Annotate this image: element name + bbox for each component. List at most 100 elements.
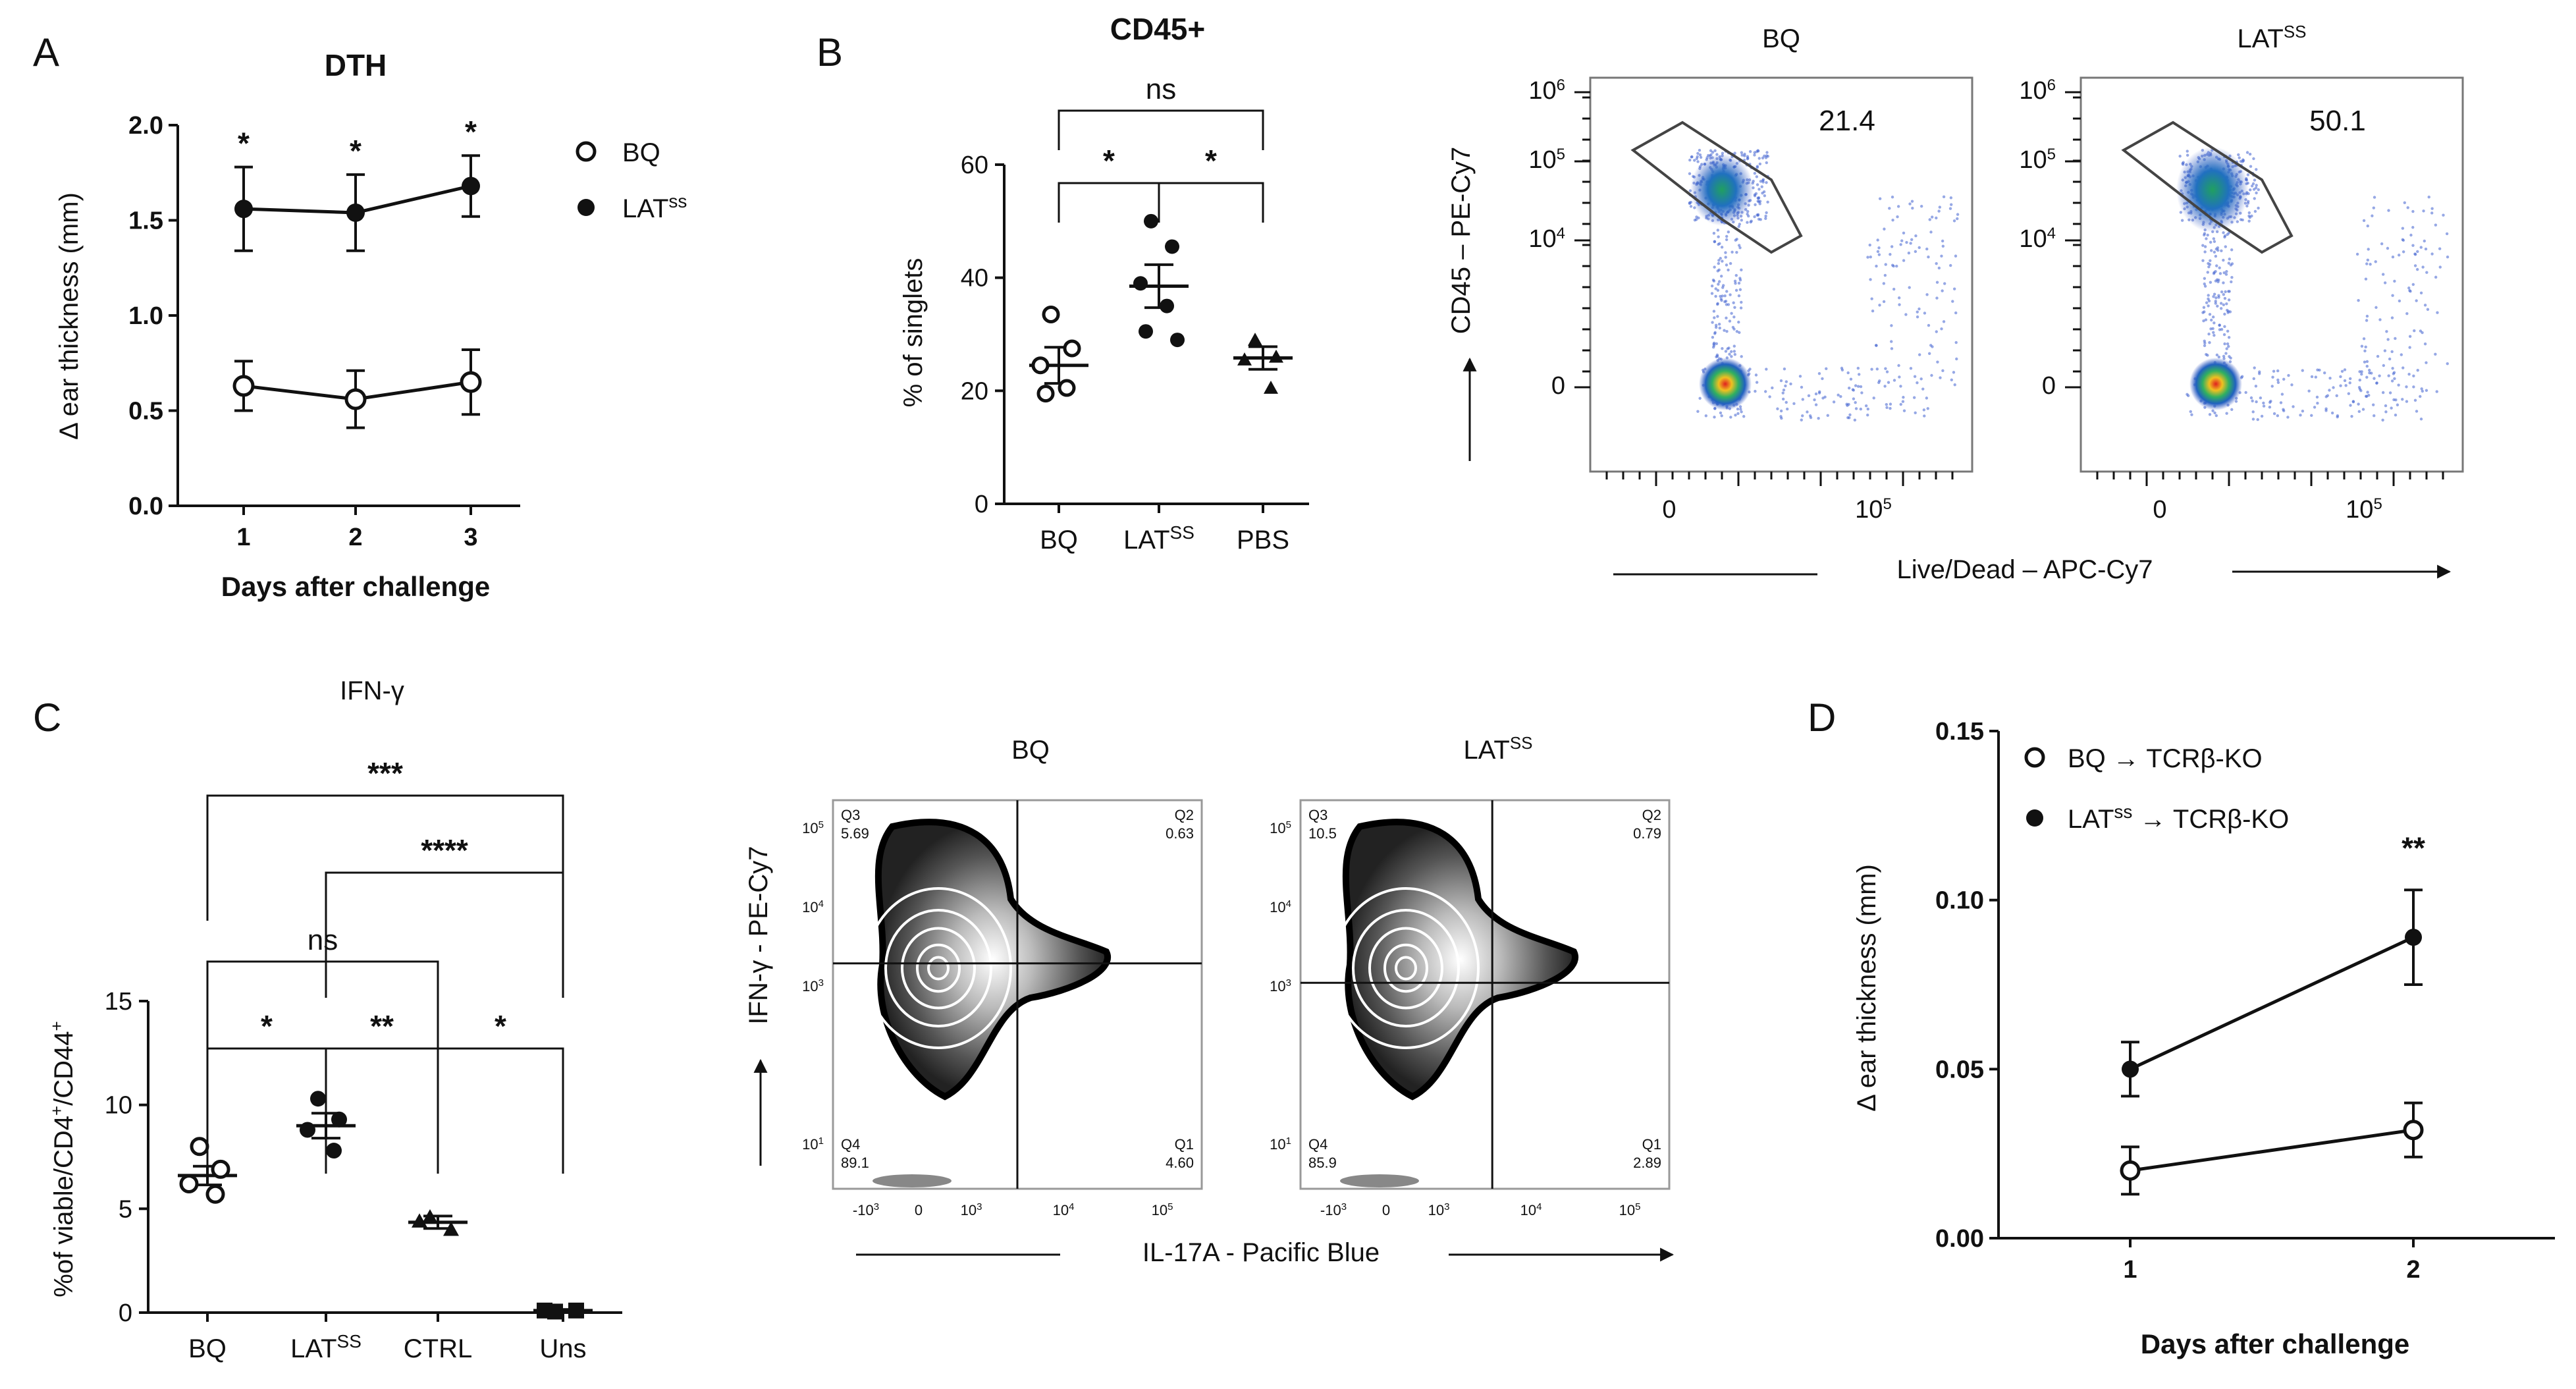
flow-y-tick-label: 0 <box>2042 372 2056 400</box>
flow-event <box>1732 315 1736 319</box>
data-point <box>1248 333 1262 346</box>
flow-event <box>2205 237 2208 240</box>
flow-event <box>2208 340 2211 344</box>
flow-event <box>1721 286 1725 289</box>
flow-y-tick-label: 0 <box>1551 372 1565 400</box>
flow-event <box>2412 374 2415 378</box>
text-part: 10 <box>802 899 818 915</box>
text-part: 5 <box>818 819 824 831</box>
flow-event <box>1764 214 1767 218</box>
flow-event <box>2419 246 2423 249</box>
flow-event <box>1753 215 1756 219</box>
text-part: 5 <box>1167 1201 1173 1212</box>
flow-event <box>2383 349 2387 352</box>
panel-d-x-label: Days after challenge <box>2141 1328 2410 1359</box>
flow-event <box>1942 195 1946 199</box>
flow-event <box>1712 342 1715 346</box>
flow-contour-ring <box>1383 943 1428 993</box>
flow-event <box>1717 259 1721 262</box>
flow-event <box>2427 196 2430 199</box>
flow-event <box>1733 352 1737 356</box>
x-tick-label: 1 <box>2123 1256 2137 1284</box>
flow-event <box>1909 367 1913 370</box>
data-point <box>234 200 253 219</box>
flow-event <box>2262 404 2266 408</box>
flow-event <box>1768 395 1771 398</box>
flow-event <box>1729 261 1732 265</box>
flow-event <box>1896 205 1900 208</box>
flow-event <box>1713 416 1716 419</box>
text-part: 10 <box>1152 1202 1167 1218</box>
flow-event <box>2205 301 2209 304</box>
flow-event <box>2227 261 2230 265</box>
flow-event <box>2362 219 2366 223</box>
flow-cluster-low <box>1699 358 1752 410</box>
x-tick-label: BQ <box>188 1334 227 1363</box>
flow-event <box>2388 357 2392 361</box>
text-part: BQ <box>1762 24 1800 53</box>
y-tick-label: 2.0 <box>128 112 163 140</box>
quadrant-name: Q2 <box>1642 807 1661 823</box>
flow-event <box>1765 151 1769 154</box>
flow-event <box>2272 412 2276 416</box>
flow-event <box>2214 279 2218 283</box>
flow-event <box>2367 394 2371 397</box>
flow-event <box>2324 409 2328 412</box>
data-point <box>1170 333 1185 348</box>
flow-y-tick-label: 106 <box>1528 76 1565 105</box>
flow-event <box>1746 156 1750 160</box>
flow-event <box>2365 262 2369 265</box>
text-part: 5 <box>2373 495 2382 513</box>
flow-x-tick-label: -103 <box>853 1201 879 1219</box>
data-point <box>1139 324 1153 339</box>
flow-contour-ring <box>1368 927 1443 1010</box>
flow-x-tick-label: 104 <box>1053 1201 1075 1219</box>
flow-event <box>1878 197 1882 200</box>
flow-event <box>2214 302 2217 305</box>
flow-event <box>2434 352 2437 356</box>
flow-event <box>1937 209 1941 213</box>
x-tick-label: 2 <box>348 524 362 551</box>
text-part: BQ <box>622 138 660 167</box>
flow-event <box>2214 414 2218 418</box>
quadrant-value: 10.5 <box>1308 825 1337 842</box>
flow-event <box>2224 273 2228 276</box>
flow-axis-events <box>1340 1174 1419 1187</box>
flow-event <box>2407 286 2411 290</box>
data-point <box>344 388 367 410</box>
flow-event <box>1916 315 1919 319</box>
flow-y-tick-label: 103 <box>802 977 824 995</box>
flow-event <box>1784 384 1787 388</box>
text-part: 3 <box>1341 1201 1347 1212</box>
flow-event <box>1784 400 1788 404</box>
flow-event <box>1955 357 1958 361</box>
flow-event <box>2217 296 2220 299</box>
flow-event <box>1716 354 1719 358</box>
y-tick-label: 0.00 <box>1935 1225 1984 1253</box>
flow-event <box>2419 291 2423 294</box>
flow-event <box>1792 402 1796 406</box>
flow-event <box>1710 292 1714 295</box>
flow-event <box>2202 319 2205 323</box>
flow-event <box>2407 373 2411 376</box>
flow-event <box>1738 246 1742 250</box>
flow-event <box>1852 397 1856 400</box>
flow-event <box>2415 267 2419 271</box>
flow-event <box>2208 413 2212 416</box>
flow-event <box>1919 377 1923 381</box>
flow-event <box>2373 196 2376 199</box>
flow-event <box>2222 281 2225 285</box>
flow-event <box>1900 239 1904 242</box>
flow-event <box>1854 400 1857 404</box>
flow-event <box>2255 184 2258 187</box>
flow-event <box>2255 400 2258 404</box>
flow-event <box>2225 302 2228 306</box>
panel-d-y-label: Δ ear thickness (mm) <box>1852 864 1881 1112</box>
flow-event <box>1925 396 1929 400</box>
flow-event <box>2411 209 2415 213</box>
flow-event <box>1704 414 1708 418</box>
flow-event <box>2401 398 2404 401</box>
flow-event <box>2280 393 2284 396</box>
